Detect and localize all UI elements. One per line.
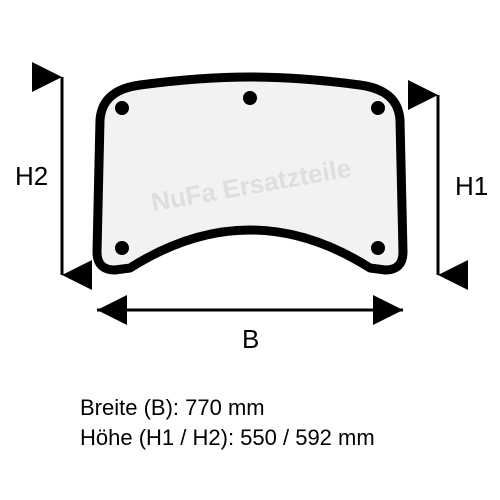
spec-width: Breite (B): 770 mm — [80, 395, 265, 421]
hole — [115, 241, 129, 255]
dim-h2-label: H2 — [15, 161, 48, 191]
dim-b-label: B — [242, 324, 259, 354]
hole — [371, 101, 385, 115]
technical-drawing: { "labels": { "H1": "H1", "H2": "H2", "B… — [0, 0, 500, 500]
hole — [243, 91, 257, 105]
panel-outline — [97, 77, 403, 270]
hole — [115, 101, 129, 115]
dim-h1-label: H1 — [455, 171, 488, 201]
spec-height: Höhe (H1 / H2): 550 / 592 mm — [80, 425, 375, 451]
hole — [371, 241, 385, 255]
